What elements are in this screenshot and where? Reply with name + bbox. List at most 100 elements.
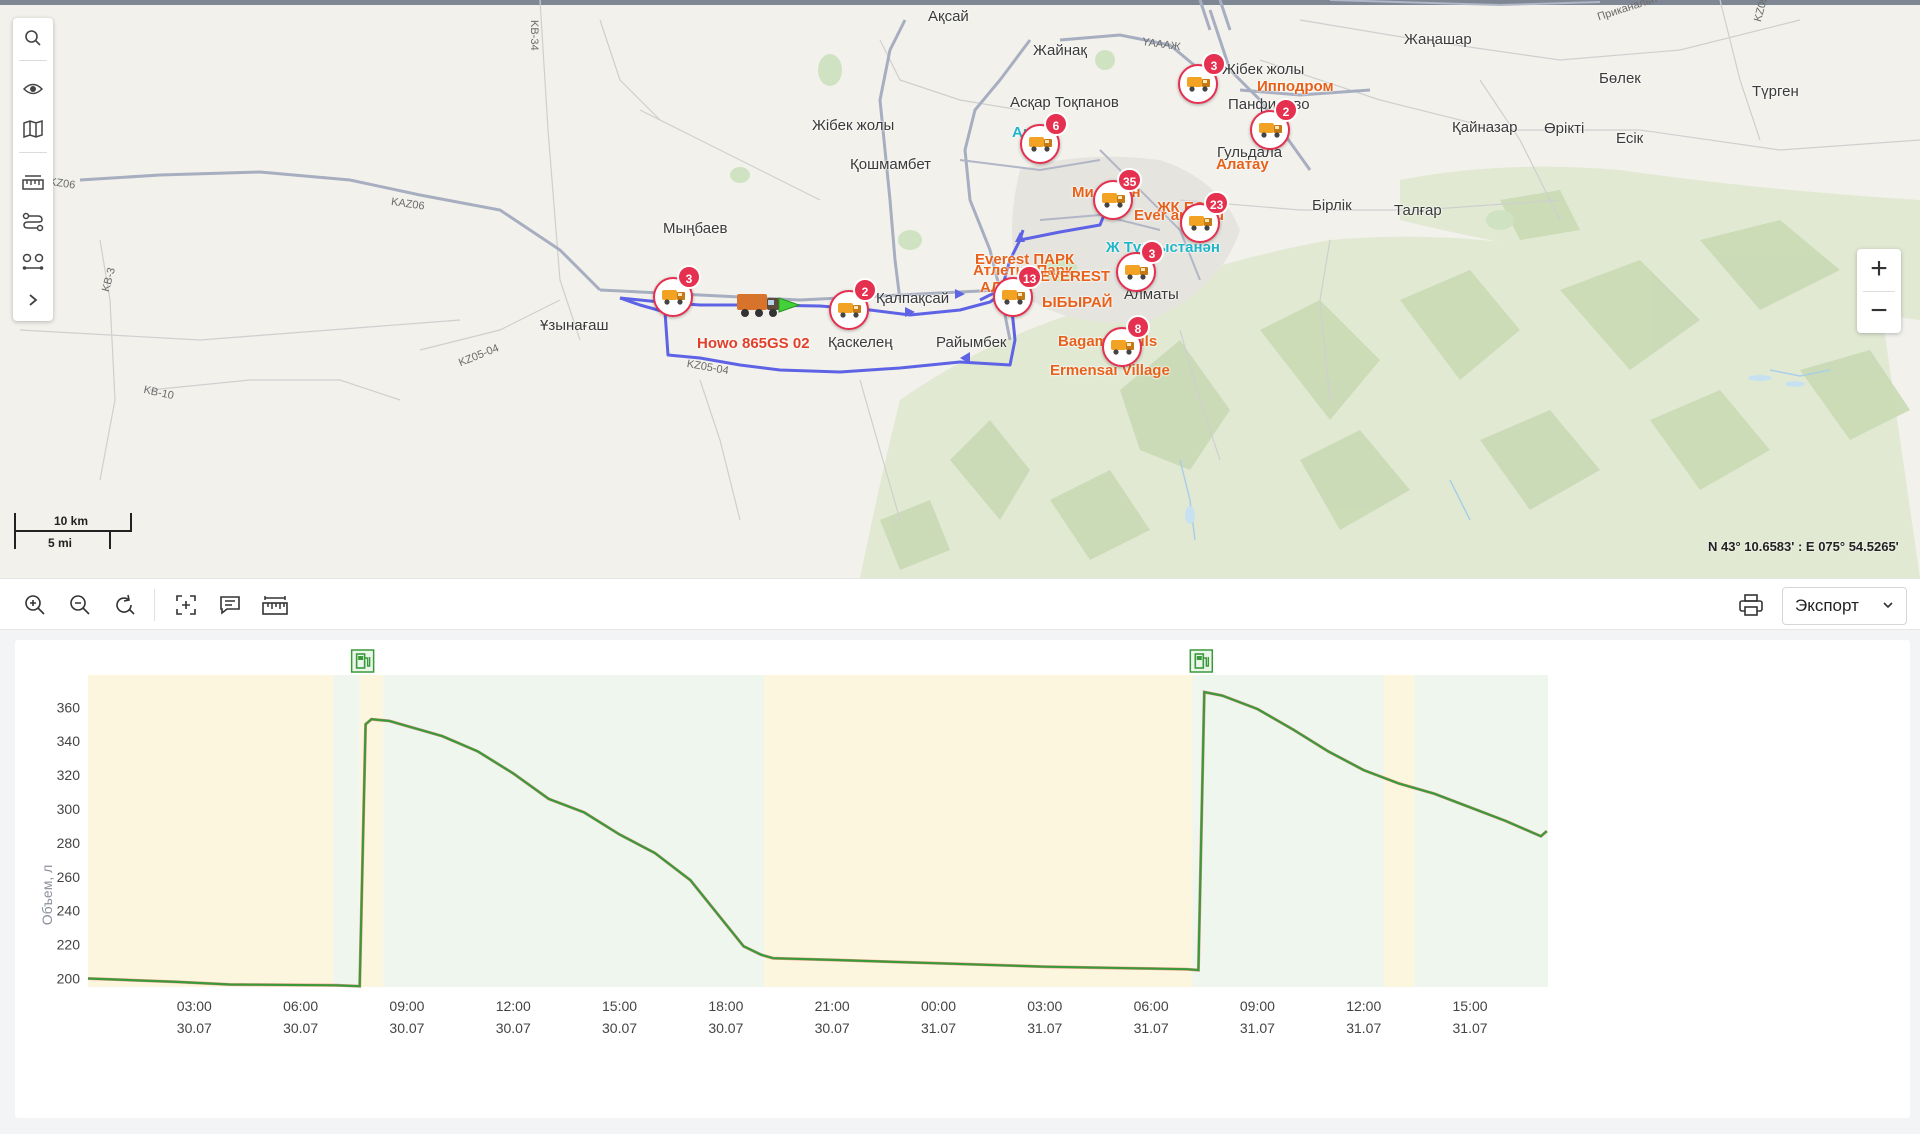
eye-icon[interactable] [13,71,53,107]
y-tick-label: 200 [57,971,81,987]
place-label: Ақсай [928,8,969,25]
x-tick-date: 30.07 [389,1020,424,1036]
place-label: Асқар Тоқпанов [1010,94,1119,111]
chart-band [764,675,1193,987]
truck-icon [1110,338,1136,356]
comment-icon[interactable] [216,591,244,619]
y-axis-ticks: 200 220 240 260 280 300 320 340 360 [57,699,81,986]
map-view[interactable]: Ақсай Жайнақ Жаңашар Жібек жолы Бөлек Түрген А… [0,0,1920,578]
vehicle-cluster-marker[interactable]: 3 [653,265,701,317]
x-tick-date: 30.07 [177,1020,212,1036]
place-label: Түрген [1752,83,1799,100]
y-tick-label: 320 [57,767,81,783]
y-tick-label: 240 [57,903,81,919]
place-label: Есік [1616,130,1644,147]
chart-band [383,675,765,987]
scale-mi-label: 5 mi [48,536,73,550]
place-label: Қайназар [1452,119,1518,136]
truck-icon [1028,135,1054,153]
map-zoom-control: + − [1857,249,1901,333]
vehicle-cluster-marker[interactable]: 2 [829,278,877,330]
chevron-right-icon[interactable] [13,282,53,318]
cluster-count-badge: 2 [1274,98,1298,122]
truck-icon [1124,263,1150,281]
y-tick-label: 220 [57,937,81,953]
place-label: Бөлек [1599,70,1641,87]
vehicle-cluster-marker[interactable]: 2 [1250,98,1298,150]
zoom-out-button[interactable]: − [1870,294,1888,327]
x-tick-time: 12:00 [1346,998,1381,1014]
x-tick-time: 12:00 [496,998,531,1014]
chart-band [1192,675,1385,987]
refuel-markers [350,649,1214,673]
chart-band [333,675,360,987]
x-tick-date: 31.07 [1346,1020,1381,1036]
map-top-strip [0,0,1920,5]
vehicle-cluster-marker[interactable]: 8 [1102,315,1150,367]
zoom-out-icon[interactable] [66,591,94,619]
x-tick-time: 09:00 [389,998,424,1014]
fuel-pump-icon [1189,649,1214,673]
poi-label: Howo 865GS 02 [697,335,810,352]
x-axis-ticks: 03:00 30.07 06:00 30.07 09:00 30.07 12:00 30.07… [177,998,1488,1036]
reset-zoom-icon[interactable] [111,591,139,619]
place-label: Өрікті [1544,120,1585,137]
x-tick-date: 30.07 [283,1020,318,1036]
export-label: Экспорт [1795,596,1859,615]
y-axis-label: Объем, л [39,865,55,926]
cursor-coordinates: N 43° 10.6583' : E 075° 54.5265' [1708,539,1899,554]
vehicle-cluster-marker[interactable]: 6 [1020,112,1068,164]
cluster-count-badge: 23 [1204,191,1230,215]
zoom-in-button[interactable]: + [1870,252,1888,285]
fuel-volume-chart[interactable]: 200 220 240 260 280 300 320 340 360 03:00 30.07 06… [15,640,1910,1118]
x-tick-time: 15:00 [1453,998,1488,1014]
y-tick-label: 300 [57,801,81,817]
select-area-icon[interactable] [172,591,200,619]
cluster-count-badge: 3 [677,265,701,289]
place-label: Райымбек [936,334,1007,351]
truck-icon [1001,288,1027,306]
truck-icon [1188,214,1214,232]
cluster-count-badge: 6 [1044,112,1068,136]
x-tick-date: 31.07 [921,1020,956,1036]
place-label: Қалпақсай [876,290,950,307]
poi-label: Everest ПАРК [975,251,1075,268]
export-dropdown[interactable]: Экспорт [1782,587,1907,625]
vehicle-cluster-marker[interactable]: 3 [1178,52,1226,104]
place-label: Бірлік [1312,197,1352,214]
vehicle-cluster-marker[interactable]: 23 [1180,191,1230,243]
map-icon[interactable] [13,111,53,147]
poi-label: Алатау [1216,156,1269,173]
route-icon[interactable] [13,204,53,240]
map-base-layer [19,0,1920,578]
cluster-count-badge: 13 [1017,265,1043,289]
x-tick-time: 09:00 [1240,998,1275,1014]
place-label: Жаңашар [1404,31,1472,48]
place-label: Қошмамбет [850,156,932,173]
cluster-count-badge: 8 [1126,315,1150,339]
ruler-icon[interactable] [13,164,53,200]
zoom-in-icon[interactable] [21,591,49,619]
x-tick-time: 21:00 [815,998,850,1014]
place-label: Жібек жолы [1222,61,1305,78]
x-tick-date: 30.07 [496,1020,531,1036]
series-line [87,690,1548,988]
poi-label: Ermensai Village [1050,362,1170,379]
place-label: Жібек жолы [812,117,895,134]
x-tick-date: 30.07 [708,1020,743,1036]
truck-icon [1186,75,1212,93]
ruler-icon[interactable] [261,591,289,619]
cluster-count-badge: 3 [1202,52,1226,76]
waypoints-icon[interactable] [13,244,53,280]
place-label: Ұзынағаш [540,317,609,334]
search-icon[interactable] [13,20,53,56]
vehicle-cluster-marker[interactable]: 3 [1116,240,1164,292]
vehicle-cluster-marker[interactable]: 35 [1093,168,1143,220]
vehicle-cluster-marker[interactable]: 13 [993,265,1043,317]
chart-toolbar: Экспорт [0,578,1920,630]
x-tick-time: 18:00 [708,998,743,1014]
printer-icon[interactable] [1737,591,1765,619]
x-tick-date: 31.07 [1134,1020,1169,1036]
x-tick-time: 15:00 [602,998,637,1014]
current-vehicle-icon[interactable] [735,288,801,320]
